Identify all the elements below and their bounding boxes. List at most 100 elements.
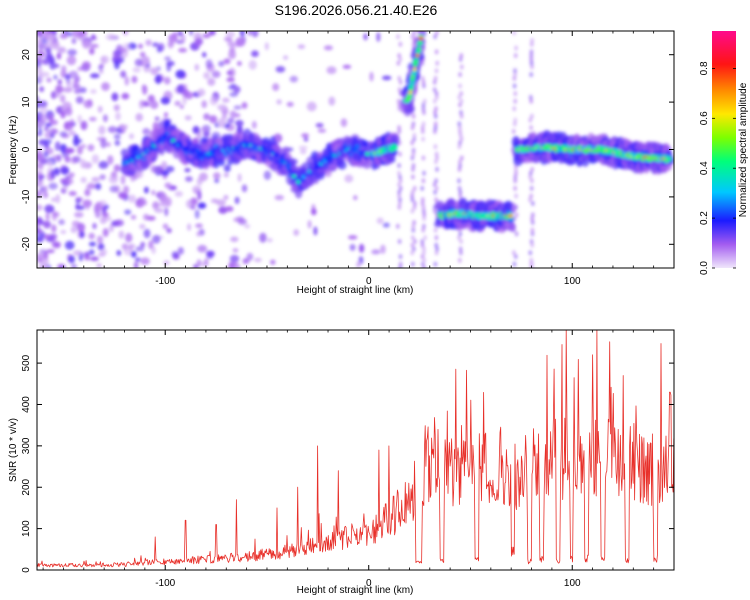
spectrogram-cell xyxy=(209,96,218,106)
spectrogram-cell xyxy=(43,234,51,239)
snr-series xyxy=(37,330,674,568)
spectrogram-cell xyxy=(184,176,193,182)
spectrogram-cell xyxy=(396,223,400,229)
spectrogram-cell xyxy=(161,161,168,170)
spectrogram-cell xyxy=(116,250,122,256)
spectrogram-cell xyxy=(101,212,109,218)
spectrogram-cell xyxy=(310,208,317,216)
spectrogram-cell xyxy=(45,212,50,221)
spectrogram-cell xyxy=(159,193,168,203)
spectrogram-cell xyxy=(418,37,424,41)
spectrogram-cell xyxy=(141,84,148,95)
spectrogram-cell xyxy=(512,216,517,222)
spectrogram-cell xyxy=(234,113,241,118)
spectrogram-cell xyxy=(435,94,439,100)
spectrogram-cell xyxy=(119,123,125,132)
spectrogram-cell xyxy=(156,46,163,53)
spectrogram-cell xyxy=(195,223,203,229)
spectrogram-cell xyxy=(411,151,416,157)
spectrogram-cell xyxy=(398,56,403,62)
spectrogram-cell xyxy=(380,244,386,254)
spectrogram-cell xyxy=(185,199,194,209)
spectrogram-cell xyxy=(433,129,437,134)
spectrogram-cell xyxy=(51,224,57,233)
spectrogram-cell xyxy=(514,193,518,199)
spectrogram-cell xyxy=(55,84,64,94)
spectrogram-cell xyxy=(43,58,50,66)
spectrogram-cell xyxy=(529,125,533,131)
spectrogram-cell xyxy=(369,71,374,82)
spectrogram-cell xyxy=(44,204,54,213)
spectrogram-cell xyxy=(421,261,425,267)
spectrogram-cell xyxy=(139,223,146,230)
spectrogram-cell xyxy=(98,125,106,135)
spectrogram-cell xyxy=(65,106,73,116)
spectrogram-cell xyxy=(422,212,427,218)
spectrogram-cell xyxy=(124,209,132,215)
spectrogram-cell xyxy=(43,150,49,158)
spectrogram-cell xyxy=(217,104,227,111)
spectrogram-cell xyxy=(140,257,150,265)
spectrogram-cell xyxy=(70,263,78,268)
spectrogram-cell xyxy=(37,151,44,162)
spectrogram-cell xyxy=(182,95,187,106)
spectrogram-cell xyxy=(433,75,438,81)
spectrogram-cell xyxy=(96,235,104,244)
spectrogram-cell xyxy=(434,159,438,165)
spectrogram-cell xyxy=(67,49,77,56)
spectrogram-cell xyxy=(80,120,88,131)
spectrogram-cell xyxy=(457,144,462,150)
spectrogram-cell xyxy=(412,204,417,210)
spectrogram-cell xyxy=(353,195,358,201)
spectrogram-cell xyxy=(416,46,422,52)
spectrogram-cell xyxy=(514,231,519,237)
spectrogram-cell xyxy=(53,74,58,80)
colorbar-label: Normalized spectral amplitude xyxy=(738,82,749,217)
spectrogram-cell xyxy=(62,87,73,93)
spectrogram-cell xyxy=(152,201,160,210)
spectrogram-cell xyxy=(432,87,437,93)
spectrogram-cell xyxy=(410,189,415,195)
spectrogram-cell xyxy=(458,72,462,78)
spectrogram-cell xyxy=(433,189,437,195)
spectrogram-cell xyxy=(358,243,365,253)
snr-line xyxy=(37,330,674,568)
spectrogram-cell xyxy=(56,154,62,162)
snr-xtick-label: 100 xyxy=(564,578,581,589)
spectrogram-cell xyxy=(60,111,66,119)
spectrogram-cell xyxy=(95,182,102,191)
spectrogram-cell xyxy=(422,170,426,176)
spectrogram-cell xyxy=(422,246,426,252)
spectrogram-cell xyxy=(46,249,55,254)
spectrogram-cell xyxy=(422,250,426,256)
spectrogram-cell xyxy=(363,33,368,41)
spectrogram-cell xyxy=(529,257,534,263)
spectrogram-cell xyxy=(275,65,286,73)
spectrogram-cell xyxy=(529,185,534,191)
spectrogram-cell xyxy=(251,31,259,38)
spectrogram-cell xyxy=(234,196,240,205)
spectrogram-cell xyxy=(177,247,184,255)
spectrogram-cell xyxy=(433,121,438,127)
spectrogram-cell xyxy=(434,197,438,203)
spectrogram-cell xyxy=(102,114,108,123)
spectrogram-cell xyxy=(421,227,426,233)
spectrogram-cell xyxy=(529,56,534,62)
spectrogram-cell xyxy=(421,129,425,134)
spectrogram-cell xyxy=(410,125,415,131)
spectrogram-cell xyxy=(85,203,90,210)
spectrogram-cell xyxy=(298,145,308,150)
spectrogram-cell xyxy=(408,90,413,94)
spectrogram-cell xyxy=(270,259,276,265)
spectrogram-cell xyxy=(458,246,463,252)
spectrogram-cell xyxy=(211,70,221,78)
spectrogram-cell xyxy=(410,193,414,199)
spectrogram-cell xyxy=(160,96,171,105)
spectrogram-cell xyxy=(530,113,534,119)
spectrogram-cell xyxy=(416,31,425,34)
spectrogram-cell xyxy=(223,172,229,178)
spectrogram-cell xyxy=(397,182,401,188)
spectrogram-cell xyxy=(99,63,105,68)
